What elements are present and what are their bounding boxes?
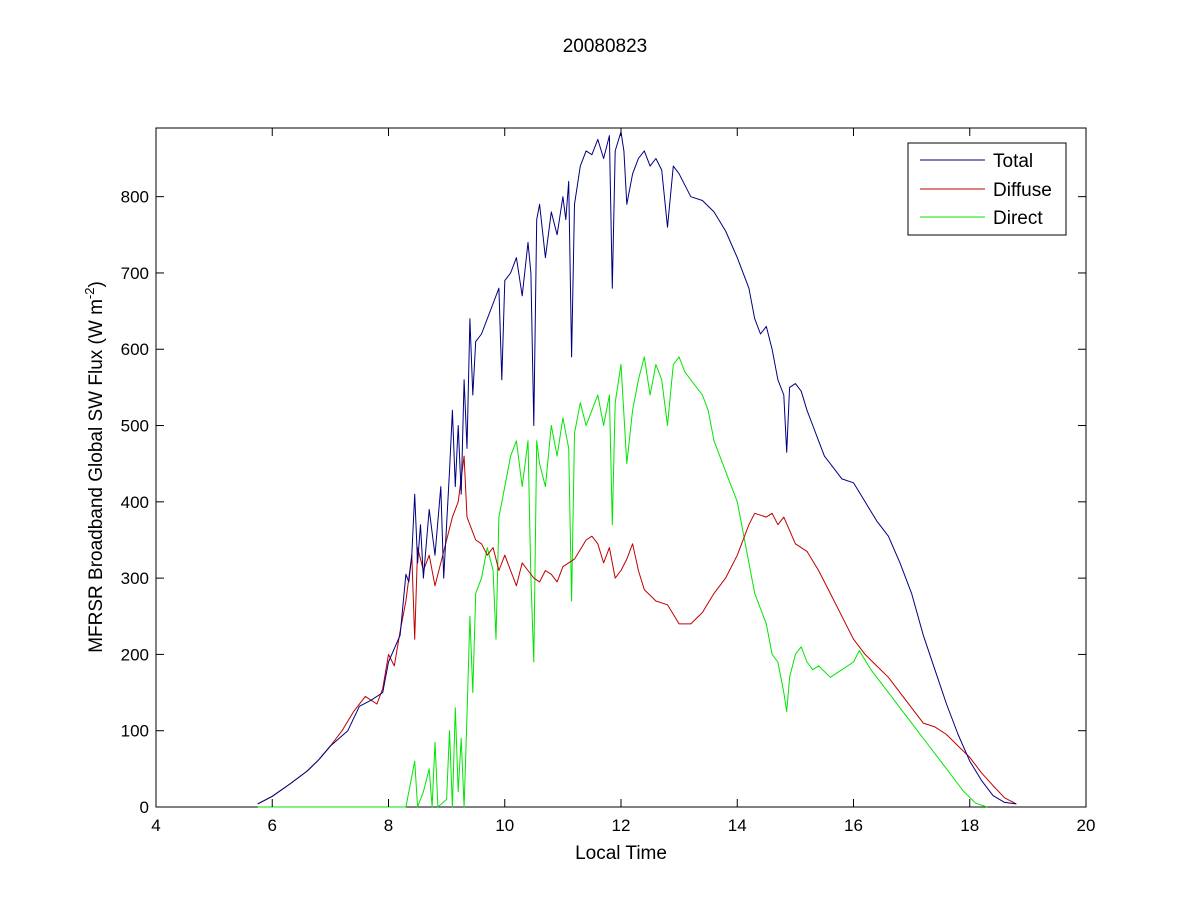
series-line-direct: [257, 356, 988, 808]
y-tick-label: 800: [121, 188, 149, 207]
x-tick-label: 4: [151, 816, 160, 835]
x-tick-label: 12: [612, 816, 631, 835]
x-tick-label: 20: [1077, 816, 1096, 835]
series-layer: [257, 131, 1017, 808]
x-axis-label: Local Time: [575, 843, 667, 864]
x-tick-label: 8: [384, 816, 393, 835]
y-axis-label: MFRSR Broadband Global SW Flux (W m-2): [82, 281, 107, 653]
x-tick-label: 10: [495, 816, 514, 835]
y-tick-label: 400: [121, 493, 149, 512]
y-tick-label: 500: [121, 417, 149, 436]
x-tick-label: 16: [844, 816, 863, 835]
y-axis-label-superscript: -2: [82, 288, 97, 300]
legend-label-diffuse: Diffuse: [993, 180, 1052, 201]
y-tick-label: 200: [121, 645, 149, 664]
plot-area: [155, 127, 1087, 808]
legend-label-direct: Direct: [993, 208, 1043, 229]
y-tick-label: 0: [140, 798, 149, 817]
chart-title: 20080823: [563, 36, 648, 57]
y-tick-label: 700: [121, 264, 149, 283]
legend: Total Diffuse Direct: [907, 142, 1067, 236]
y-axis-label-close: ): [86, 281, 107, 287]
x-tick-label: 6: [268, 816, 277, 835]
y-tick-label: 300: [121, 569, 149, 588]
legend-label-total: Total: [993, 151, 1033, 172]
y-axis-label-main: MFRSR Broadband Global SW Flux (W m: [86, 299, 107, 653]
series-line-total: [257, 131, 1017, 805]
y-tick-label: 100: [121, 722, 149, 741]
x-tick-label: 18: [960, 816, 979, 835]
x-tick-label: 14: [728, 816, 747, 835]
y-tick-label: 600: [121, 340, 149, 359]
